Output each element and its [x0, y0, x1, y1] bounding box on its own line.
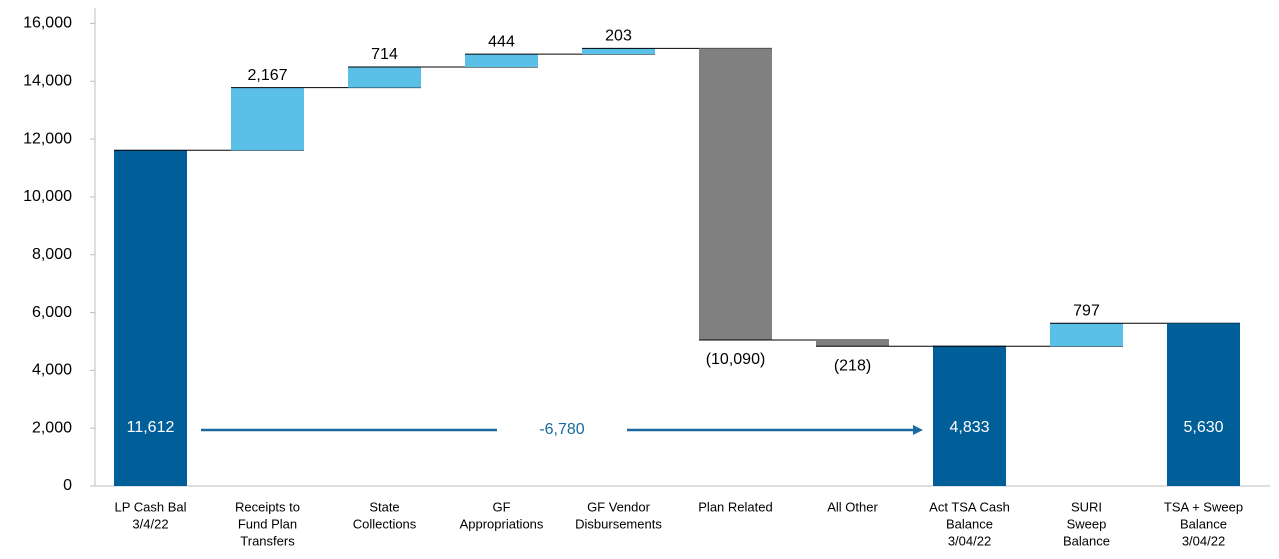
x-tick-label: 3/04/22: [948, 533, 991, 548]
y-tick-label: 8,000: [32, 246, 72, 263]
x-tick-label: Fund Plan: [238, 516, 297, 531]
value-label: 5,630: [1183, 419, 1223, 436]
x-tick-label: Act TSA Cash: [929, 499, 1010, 514]
value-label: 203: [605, 28, 632, 45]
value-label: 4,833: [949, 419, 989, 436]
bar: [816, 340, 889, 347]
value-label: 714: [371, 46, 398, 63]
x-tick-label: TSA + Sweep: [1164, 499, 1243, 514]
x-tick-label: State: [369, 499, 399, 514]
bar: [231, 87, 304, 151]
bar: [114, 150, 187, 487]
value-label: 2,167: [247, 67, 287, 84]
x-tick-label: GF: [492, 499, 510, 514]
x-tick-label: Receipts to: [235, 499, 300, 514]
y-tick-label: 4,000: [32, 362, 72, 379]
x-tick-label: Balance: [1063, 533, 1110, 548]
bar: [582, 48, 655, 55]
x-tick-label: SURI: [1071, 499, 1102, 514]
y-tick-label: 12,000: [23, 130, 72, 147]
bar: [1050, 323, 1123, 347]
x-tick-label: Appropriations: [460, 516, 544, 531]
x-tick-label: Transfers: [240, 533, 295, 548]
y-tick-label: 0: [63, 477, 72, 494]
value-label: 444: [488, 33, 515, 50]
value-label: 11,612: [127, 419, 175, 436]
x-tick-label: Sweep: [1067, 516, 1107, 531]
bar: [1167, 323, 1240, 486]
bar: [465, 54, 538, 68]
x-tick-label: Disbursements: [575, 516, 662, 531]
x-tick-label: LP Cash Bal: [114, 499, 186, 514]
x-tick-label: 3/4/22: [132, 516, 168, 531]
y-tick-label: 6,000: [32, 304, 72, 321]
x-tick-label: Collections: [353, 516, 417, 531]
value-label: (10,090): [706, 351, 766, 368]
y-tick-label: 2,000: [32, 419, 72, 436]
value-label: 797: [1073, 302, 1100, 319]
bar: [348, 67, 421, 88]
x-tick-label: Balance: [1180, 516, 1227, 531]
annotation: -6,780: [539, 421, 584, 438]
x-tick-label: Balance: [946, 516, 993, 531]
y-tick-label: 10,000: [23, 188, 72, 205]
y-tick-label: 16,000: [23, 15, 72, 32]
y-tick-label: 14,000: [23, 72, 72, 89]
x-tick-label: GF Vendor: [587, 499, 651, 514]
bar: [933, 346, 1006, 486]
arrow-head: [913, 425, 923, 435]
x-tick-label: 3/04/22: [1182, 533, 1225, 548]
value-label: (218): [834, 358, 871, 375]
x-tick-label: Plan Related: [698, 499, 772, 514]
bar: [699, 48, 772, 341]
x-tick-label: All Other: [827, 499, 878, 514]
